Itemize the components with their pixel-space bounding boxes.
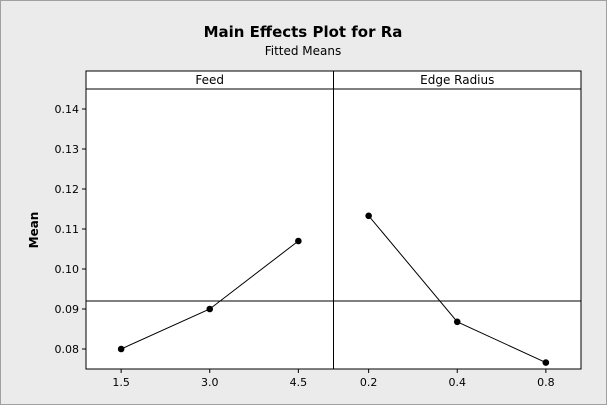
y-tick-label: 0.13 (55, 143, 80, 156)
y-tick-label: 0.08 (55, 343, 80, 356)
y-tick-label: 0.10 (55, 263, 80, 276)
data-point (542, 359, 550, 366)
x-tick-label: 1.5 (112, 376, 130, 389)
plot-layer: Feed 1.5 3.0 4.5 Edge Radius 0.2 0.4 0.8 0.08 0.0… (55, 70, 582, 389)
panel-header-label: Edge Radius (420, 73, 494, 87)
y-tick-label: 0.09 (55, 303, 80, 316)
data-point (117, 345, 125, 353)
data-point (453, 318, 461, 326)
data-point (206, 305, 214, 313)
data-point (295, 237, 302, 245)
y-tick-label: 0.12 (55, 183, 80, 196)
y-tick-label: 0.11 (55, 223, 80, 236)
y-axis-label: Mean (27, 212, 41, 249)
chart-title: Main Effects Plot for Ra (204, 23, 403, 41)
chart-subtitle: Fitted Means (265, 44, 342, 58)
data-point (365, 212, 372, 220)
x-tick-label: 0.4 (449, 376, 467, 389)
x-tick-label: 4.5 (290, 376, 308, 389)
y-tick-label: 0.14 (55, 103, 80, 116)
panel-header-label: Feed (195, 73, 224, 87)
x-tick-label: 3.0 (201, 376, 219, 389)
x-tick-label: 0.2 (360, 376, 378, 389)
x-tick-label: 0.8 (537, 376, 555, 389)
